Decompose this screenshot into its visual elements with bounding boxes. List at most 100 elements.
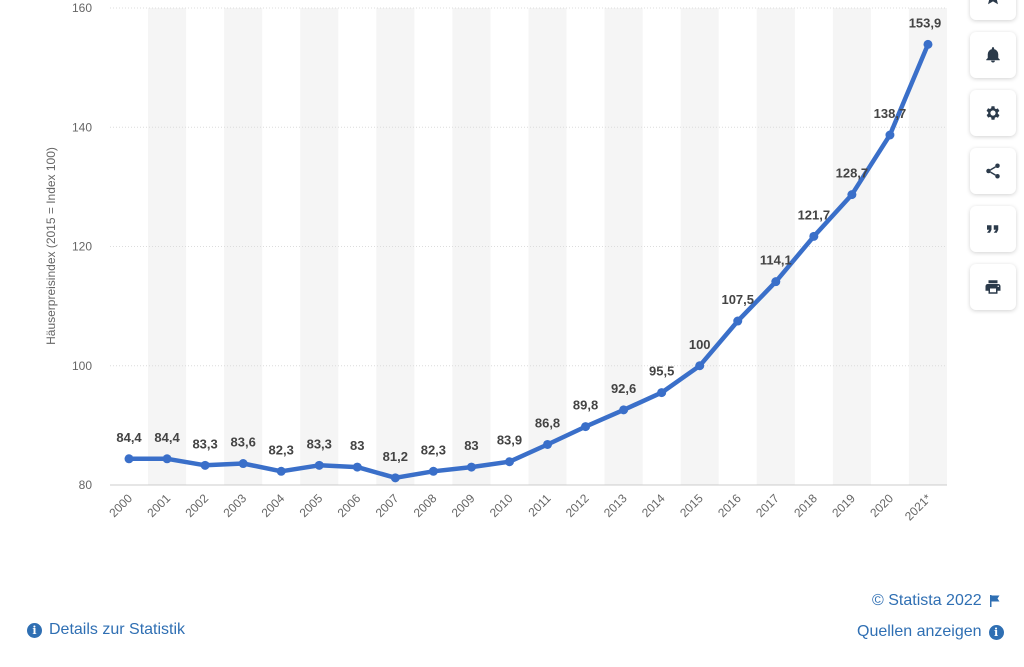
data-label: 92,6 <box>611 381 636 396</box>
notification-button[interactable] <box>970 32 1016 78</box>
star-icon <box>988 0 998 5</box>
data-point <box>390 473 400 483</box>
data-point <box>733 316 743 326</box>
data-label: 83,6 <box>231 435 256 450</box>
data-label: 95,5 <box>649 364 674 379</box>
data-labels: 84,4 84,4 83,3 83,6 82,3 83,3 83 81,2 82,3 83 83,9… <box>116 15 941 463</box>
data-point <box>809 231 819 241</box>
favorite-button[interactable] <box>970 0 1016 20</box>
share-button[interactable] <box>970 148 1016 194</box>
x-tick-label: 2017 <box>753 491 782 520</box>
print-icon <box>985 280 1001 294</box>
gear-icon <box>986 106 1000 120</box>
gridlines <box>110 7 947 486</box>
data-point <box>200 460 210 470</box>
data-point <box>352 462 362 472</box>
x-tick-label: 2003 <box>220 491 249 520</box>
cite-button[interactable] <box>970 206 1016 252</box>
data-point <box>504 457 514 467</box>
x-tick-label: 2011 <box>525 491 553 519</box>
data-label: 138,7 <box>874 106 907 121</box>
x-tick-label: 2001 <box>144 491 173 520</box>
data-point <box>771 277 781 287</box>
data-label: 82,3 <box>269 442 294 457</box>
data-point <box>695 361 705 371</box>
x-tick-label: 2002 <box>182 491 211 520</box>
data-point <box>124 454 134 464</box>
column-band <box>756 8 795 485</box>
x-tick-label: 2018 <box>791 491 820 520</box>
data-label: 107,5 <box>721 292 754 307</box>
y-tick-label: 80 <box>79 478 93 492</box>
data-label: 100 <box>689 337 711 352</box>
copyright-text: © Statista 2022 <box>872 592 982 609</box>
x-tick-label: 2005 <box>297 491 326 520</box>
data-label: 86,8 <box>535 415 560 430</box>
data-label: 83 <box>464 438 478 453</box>
x-tick-label: 2015 <box>677 491 706 520</box>
info-icon: i <box>27 622 42 638</box>
x-tick-label: 2007 <box>373 491 402 520</box>
y-tick-label: 160 <box>72 1 92 15</box>
data-point <box>238 459 248 469</box>
y-tick-label: 120 <box>72 240 92 254</box>
data-label: 83,3 <box>307 436 332 451</box>
details-link[interactable]: i Details zur Statistik <box>27 621 185 639</box>
x-tick-label: 2019 <box>829 491 858 520</box>
data-point <box>543 439 553 449</box>
print-button[interactable] <box>970 264 1016 310</box>
sources-label: Quellen anzeigen <box>857 623 982 640</box>
x-tick-label: 2000 <box>106 491 135 520</box>
data-label: 114,1 <box>760 253 792 268</box>
data-point <box>314 460 324 470</box>
column-band <box>300 8 339 485</box>
details-label: Details zur Statistik <box>49 621 186 638</box>
x-tick-label: 2006 <box>335 491 364 520</box>
data-label: 84,4 <box>154 430 180 445</box>
data-label: 83,3 <box>192 436 217 451</box>
info-icon: i <box>988 624 1004 640</box>
y-tick-label: 100 <box>72 359 92 373</box>
series-line <box>126 42 931 481</box>
x-tick-label: 2020 <box>867 491 896 520</box>
data-point <box>276 466 286 476</box>
share-icon <box>986 163 1000 179</box>
column-band <box>224 8 263 485</box>
column-band <box>680 8 719 485</box>
data-label: 84,4 <box>116 430 142 445</box>
data-point <box>466 462 476 472</box>
data-point <box>657 388 667 398</box>
column-band <box>908 8 947 485</box>
y-axis-ticks: 80 100 120 140 160 <box>72 1 92 492</box>
data-points <box>124 39 933 483</box>
x-axis-ticks: 2000 2001 2002 2003 2004 2005 2006 2007 2008 2009… <box>106 491 934 523</box>
x-tick-label: 2012 <box>563 491 592 520</box>
y-tick-label: 140 <box>72 120 92 134</box>
x-tick-label: 2008 <box>411 491 440 520</box>
bell-icon <box>986 47 1000 63</box>
chart-toolbar <box>970 0 1018 310</box>
copyright-link[interactable]: © Statista 2022 <box>872 592 1001 610</box>
data-point <box>885 130 895 140</box>
data-label: 83,9 <box>497 433 522 448</box>
data-point <box>581 422 591 432</box>
sources-link[interactable]: Quellen anzeigen i <box>857 623 1004 641</box>
data-point <box>162 454 172 464</box>
x-tick-label: 2009 <box>449 491 478 520</box>
x-tick-label: 2013 <box>601 491 630 520</box>
x-tick-label: 2004 <box>259 491 288 520</box>
data-label: 83 <box>350 438 364 453</box>
data-label: 121,7 <box>798 207 831 222</box>
x-tick-label: 2016 <box>715 491 744 520</box>
data-label: 82,3 <box>421 442 446 457</box>
settings-button[interactable] <box>970 90 1016 136</box>
y-axis-label: Häuserpreisindex (2015 = Index 100) <box>44 147 58 345</box>
flag-icon <box>989 595 1000 607</box>
data-label: 81,2 <box>383 449 408 464</box>
data-label: 153,9 <box>909 15 942 30</box>
data-point <box>847 190 857 200</box>
data-label: 128,7 <box>836 166 869 181</box>
quote-icon <box>987 225 999 233</box>
data-point <box>923 39 933 49</box>
